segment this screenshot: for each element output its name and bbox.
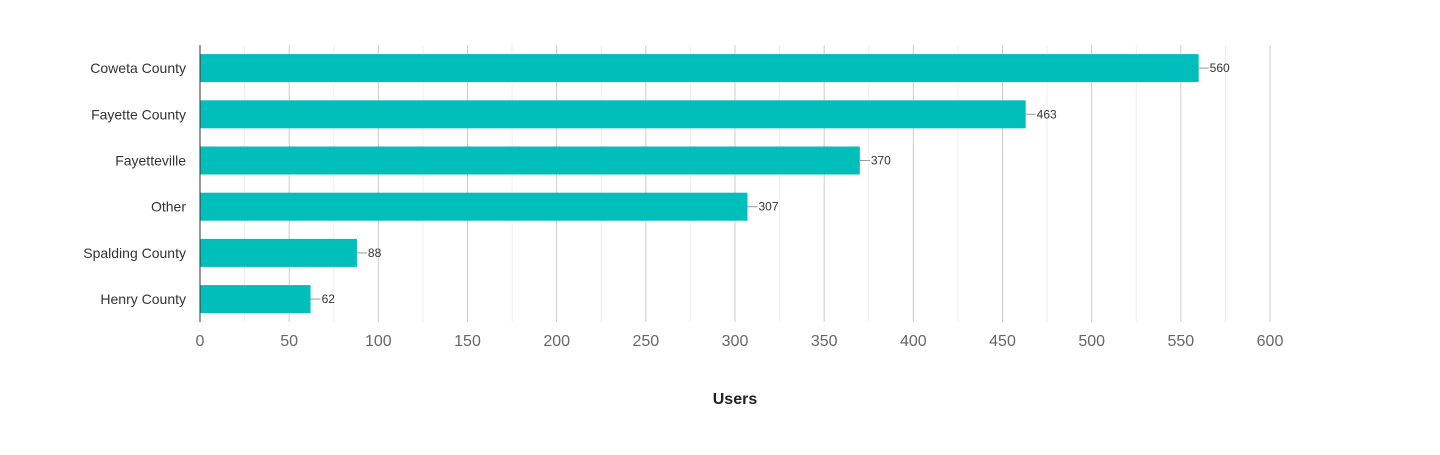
- category-label: Fayette County: [91, 106, 186, 122]
- x-axis-title: Users: [713, 391, 758, 408]
- gridlines: [244, 45, 1271, 322]
- x-tick-label: 550: [1167, 333, 1194, 350]
- bar: [200, 238, 357, 267]
- x-tick-label: 450: [989, 333, 1016, 350]
- category-labels: Coweta County Fayette County Fayetteville O…: [83, 60, 186, 307]
- value-labels: 560 463 370 307 88 62: [310, 61, 1230, 306]
- x-tick-label: 50: [280, 333, 298, 350]
- value-label: 560: [1210, 61, 1230, 75]
- x-tick-label: 0: [196, 333, 205, 350]
- category-label: Fayetteville: [115, 153, 186, 169]
- bar: [200, 100, 1026, 129]
- x-tick-label: 500: [1078, 333, 1105, 350]
- bar: [200, 192, 748, 221]
- category-label: Spalding County: [83, 245, 186, 261]
- x-tick-label: 400: [900, 333, 927, 350]
- x-tick-label: 100: [365, 333, 392, 350]
- category-label: Henry County: [100, 291, 186, 307]
- category-label: Other: [151, 199, 186, 215]
- value-label: 88: [368, 246, 382, 260]
- x-tick-label: 150: [454, 333, 481, 350]
- value-label: 370: [871, 154, 891, 168]
- bars: [200, 54, 1199, 314]
- bar: [200, 54, 1199, 83]
- x-tick-label: 350: [811, 333, 838, 350]
- bar: [200, 146, 860, 175]
- x-tick-label: 200: [543, 333, 570, 350]
- x-axis-ticks: 0 50 100 150 200 250 300 350 400 450 500 550 600: [196, 333, 1284, 350]
- x-tick-label: 300: [722, 333, 749, 350]
- bar: [200, 285, 311, 314]
- value-label: 307: [758, 200, 778, 214]
- value-label: 62: [322, 292, 336, 306]
- x-tick-label: 600: [1257, 333, 1284, 350]
- x-tick-label: 250: [632, 333, 659, 350]
- value-label: 463: [1037, 107, 1057, 121]
- category-label: Coweta County: [90, 60, 186, 76]
